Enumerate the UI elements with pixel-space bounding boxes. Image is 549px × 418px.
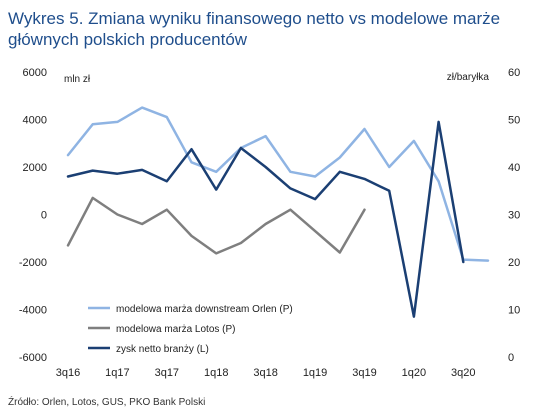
x-axis-tick-label: 1q17 — [105, 367, 129, 379]
x-axis-tick-label: 1q20 — [402, 367, 426, 379]
legend-label-3: zysk netto branży (L) — [116, 344, 209, 355]
x-axis-tick-label: 3q16 — [56, 367, 80, 379]
left-axis-tick-label: -6000 — [19, 352, 47, 364]
right-axis-label: zł/baryłka — [447, 72, 490, 83]
x-axis-tick-label: 3q20 — [451, 367, 475, 379]
left-axis-label: mln zł — [64, 74, 91, 85]
left-axis-tick-label: -2000 — [19, 257, 47, 269]
left-axis-tick-label: 6000 — [23, 67, 47, 79]
right-axis-tick-label: 60 — [508, 67, 520, 79]
left-axis-tick-label: -4000 — [19, 305, 47, 317]
right-axis-tick-label: 30 — [508, 210, 520, 222]
series-line-3 — [66, 120, 465, 318]
left-axis-tick-label: 0 — [41, 210, 47, 222]
legend-label-1: modelowa marża downstream Orlen (P) — [116, 304, 293, 315]
left-axis-tick-label: 2000 — [23, 162, 47, 174]
series-line-1 — [66, 106, 490, 262]
right-axis-tick-label: 10 — [508, 305, 520, 317]
legend-label-2: modelowa marża Lotos (P) — [116, 324, 236, 335]
left-axis-tick-label: 4000 — [23, 115, 47, 127]
x-axis-tick-label: 3q19 — [352, 367, 376, 379]
right-axis-tick-label: 50 — [508, 115, 520, 127]
right-axis-tick-label: 20 — [508, 257, 520, 269]
series-line-2 — [66, 196, 366, 255]
chart-title: Wykres 5. Zmiana wyniku finansowego nett… — [8, 9, 501, 49]
x-axis-tick-label: 3q18 — [253, 367, 277, 379]
x-axis-tick-label: 1q18 — [204, 367, 228, 379]
x-axis-tick-label: 1q19 — [303, 367, 327, 379]
right-axis-tick-label: 0 — [508, 352, 514, 364]
source-note: Źródło: Orlen, Lotos, GUS, PKO Bank Pols… — [8, 397, 206, 408]
right-axis-tick-label: 40 — [508, 162, 520, 174]
x-axis-tick-label: 3q17 — [155, 367, 179, 379]
